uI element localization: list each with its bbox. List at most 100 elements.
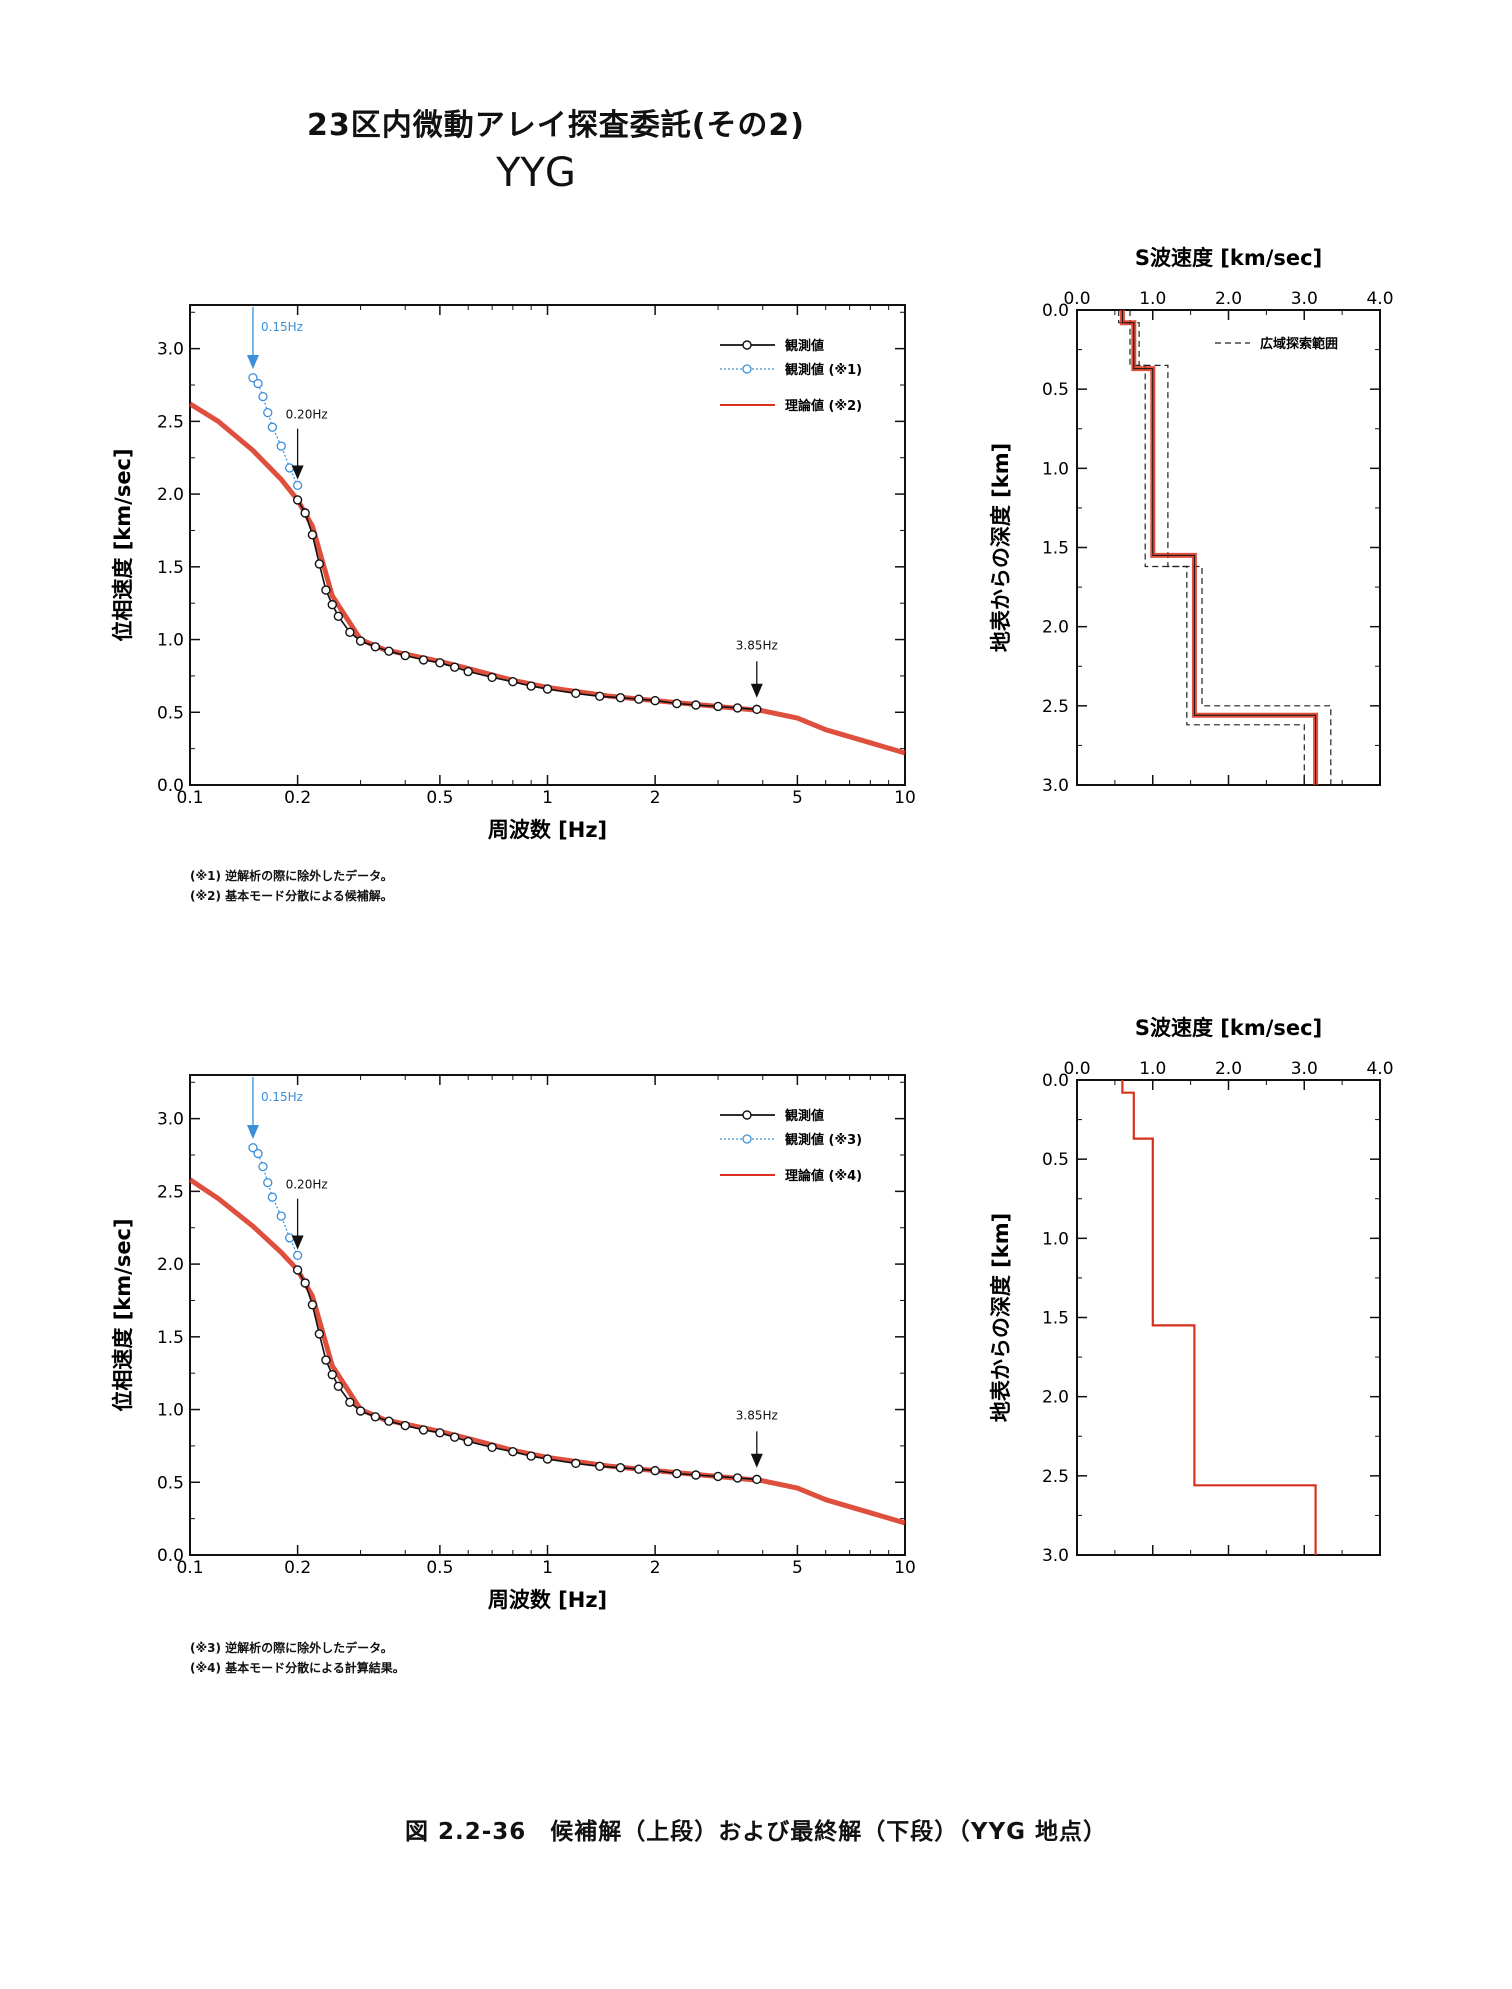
observed-point [672,1468,682,1479]
observed-point [345,1397,355,1407]
vs-profile-chart-bottom: S波速度 [km/sec] 0.0 1.0 2.0 3.0 4.0 0.0 0.5 1.0 1.5… [989,1016,1394,1566]
y-tick-label: 1.5 [1042,539,1069,559]
excluded-point [253,1148,263,1159]
legend-range-label: 広域探索範囲 [1260,336,1338,352]
observed-point [333,1381,344,1391]
observed-point [355,1406,366,1416]
y-tick-label: 0.0 [1042,1071,1069,1091]
candidate-profile [1119,310,1319,785]
observed-point [542,684,553,694]
y-axis-label: 地表からの深度 [km] [989,443,1013,652]
observed-point [672,698,682,709]
observed-point [400,1420,410,1431]
search-range-line [1118,310,1305,785]
observed-point [321,585,331,595]
chart-title: S波速度 [km/sec] [1135,1016,1322,1040]
annotation-arrowhead [750,1453,763,1468]
note-3: (※3) 逆解析の際に除外したデータ。 [190,1641,393,1655]
y-axis-label: 地表からの深度 [km] [989,1213,1013,1422]
x-tick-label: 1 [542,1558,553,1578]
observed-line [296,1269,757,1481]
y-tick-label: 0.5 [157,703,184,723]
y-tick-label: 2.5 [157,412,184,432]
legend-observed-marker [742,1110,752,1120]
observed-point [571,688,581,699]
x-tick-label: 5 [792,788,803,808]
observed-point [292,1265,303,1275]
observed-point [732,703,743,713]
y-tick-label: 2.0 [157,1255,184,1275]
observed-point [292,495,303,505]
note-2: (※2) 基本モード分散による候補解。 [190,889,393,903]
excluded-point [276,1211,286,1221]
y-tick-label: 1.5 [157,1328,184,1348]
observed-point [370,1412,381,1422]
x-axis-label: 周波数 [Hz] [488,818,607,842]
excluded-point [258,391,268,402]
y-tick-label: 3.0 [1042,776,1069,796]
excluded-point [285,463,295,473]
note-4: (※4) 基本モード分散による計算結果。 [190,1661,405,1675]
observed-point [634,694,644,704]
observed-point [752,704,762,715]
excluded-point [248,1143,258,1153]
final-profile [1121,1080,1317,1555]
x-tick-label: 0.2 [284,1558,311,1578]
observed-point [526,1451,536,1461]
y-tick-label: 2.5 [157,1182,184,1202]
observed-point [752,1474,762,1485]
excluded-point [285,1233,295,1243]
legend-theory-label: 理論値 (※2) [785,398,862,414]
observed-point [314,1329,325,1339]
dispersion-chart-bottom: 0.1 0.2 0.5 1 2 5 10 0.0 0.5 1.0 1.5 2.0 2.5 3.0 周波数 [… [111,1074,916,1612]
observed-point [327,1369,337,1380]
x-tick-label: 0.1 [176,1558,203,1578]
y-tick-label: 1.0 [157,1401,184,1421]
observed-point [355,636,366,646]
plot-frame [1076,1079,1381,1556]
y-tick-label: 2.5 [1042,697,1069,717]
y-tick-label: 0.5 [157,1473,184,1493]
observed-point [435,1428,445,1438]
annotation-arrowhead [750,683,763,698]
y-tick-label: 3.0 [157,340,184,360]
x-tick-label: 4.0 [1366,1059,1393,1079]
y-tick-label: 1.5 [157,558,184,578]
observed-point [634,1464,644,1474]
annotation-label: 0.15Hz [261,320,303,334]
observed-point [333,611,344,621]
y-tick-label: 2.0 [157,485,184,505]
observed-point [307,1300,318,1310]
x-axis-label: 周波数 [Hz] [488,1588,607,1612]
observed-point [650,1465,660,1476]
annotation-label: 3.85Hz [736,1408,778,1422]
observed-point [542,1454,553,1464]
chart-title: S波速度 [km/sec] [1135,246,1322,270]
legend-excluded-label: 観測値 (※3) [784,1132,862,1148]
legend-observed-label: 観測値 [784,1108,824,1124]
x-tick-label: 0.0 [1063,1059,1090,1079]
observed-point [732,1473,743,1483]
x-tick-label: 0.5 [426,1558,453,1578]
y-tick-label: 1.0 [157,631,184,651]
observed-point [463,666,473,677]
x-tick-label: 0.0 [1063,289,1090,309]
observed-point [327,599,337,610]
observed-point [384,1416,394,1426]
dispersion-chart-top: 0.1 0.2 0.5 1 2 5 10 0.0 0.5 1.0 1.5 2.0 2.5 3.0 周波数 [… [111,304,916,842]
observed-point [691,700,701,710]
y-tick-label: 0.0 [157,776,184,796]
excluded-point [248,373,258,383]
y-tick-label: 0.0 [1042,301,1069,321]
excluded-point [253,378,263,389]
y-tick-label: 3.0 [1042,1546,1069,1566]
x-tick-label: 1 [542,788,553,808]
observed-point [449,662,460,672]
observed-point [595,691,605,701]
observed-point [508,1447,518,1457]
annotation-arrowhead [246,1125,259,1139]
annotation-label: 3.85Hz [736,638,778,652]
observed-point [595,1461,605,1471]
x-tick-label: 2.0 [1215,289,1242,309]
annotation-label: 0.15Hz [261,1090,303,1104]
